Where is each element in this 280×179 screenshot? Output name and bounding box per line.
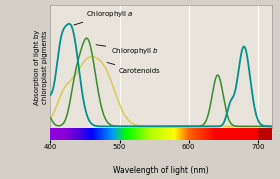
Y-axis label: Absorption of light by
chloroplast pigments: Absorption of light by chloroplast pigme…	[34, 29, 48, 105]
Text: Carotenoids: Carotenoids	[107, 62, 160, 74]
Text: Wavelength of light (nm): Wavelength of light (nm)	[113, 166, 209, 175]
Text: Chlorophyll $b$: Chlorophyll $b$	[96, 45, 159, 55]
Text: Chlorophyll $a$: Chlorophyll $a$	[74, 9, 134, 25]
